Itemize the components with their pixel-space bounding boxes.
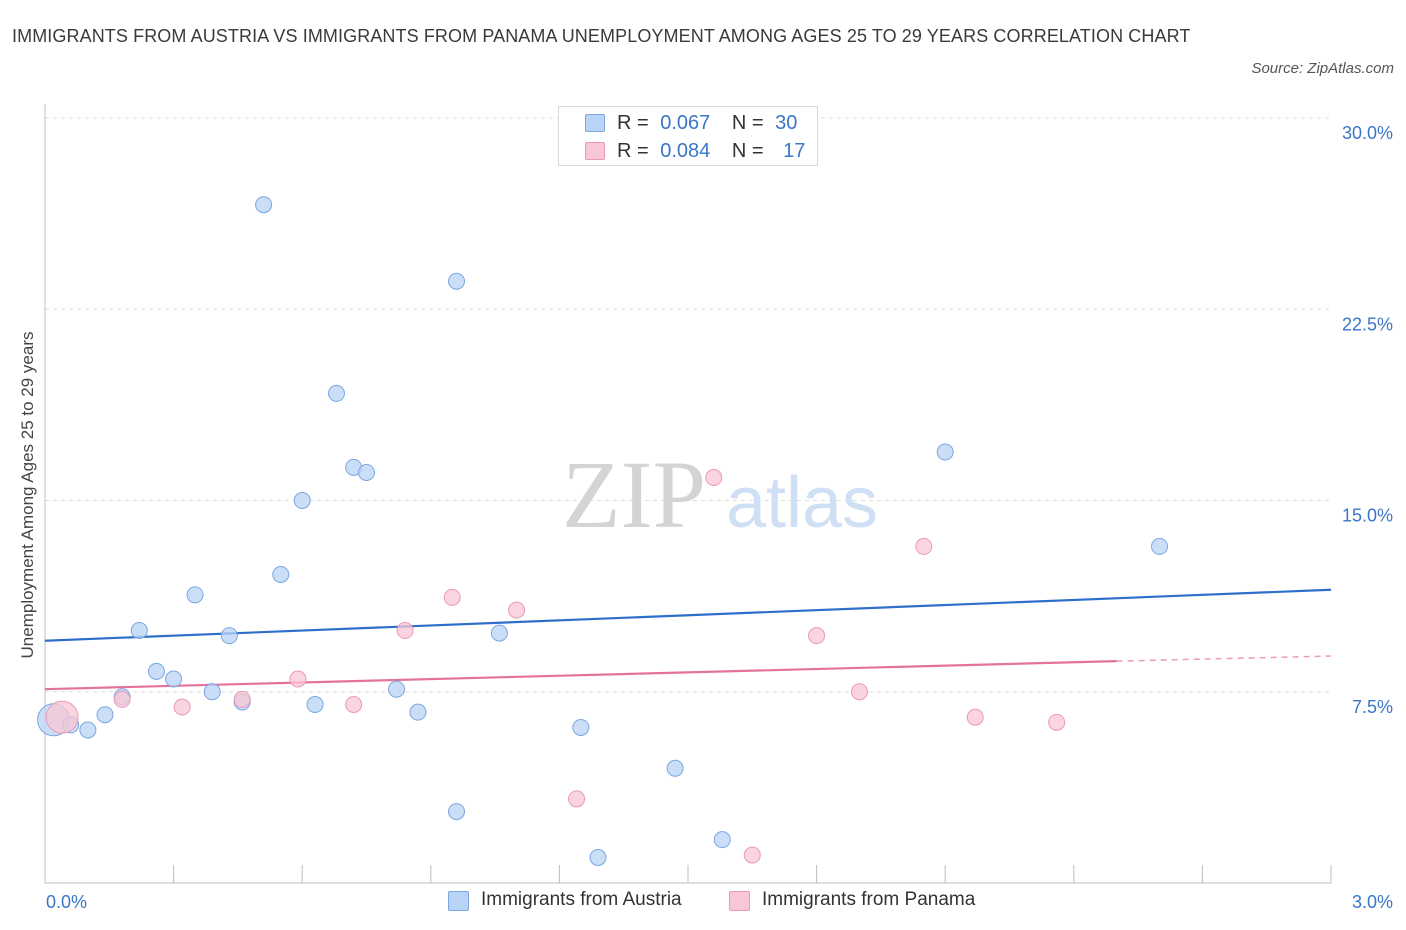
panama-point xyxy=(966,708,984,726)
series-panama-swatch xyxy=(729,891,750,911)
austria-point xyxy=(448,803,466,821)
austria-point xyxy=(572,718,590,736)
panama-swatch xyxy=(585,142,605,160)
austria-n-value: 30 xyxy=(775,112,798,134)
trendline-austria xyxy=(44,588,1332,642)
legend-austria-text: R = 0.067 N = 30 xyxy=(617,112,797,135)
trendline-panama-extension xyxy=(1116,655,1332,662)
watermark-zip: ZIP xyxy=(562,441,706,548)
panama-r-label: R = xyxy=(617,140,649,162)
chart-title: IMMIGRANTS FROM AUSTRIA VS IMMIGRANTS FR… xyxy=(12,26,1191,46)
panama-r-value: 0.084 xyxy=(660,140,711,162)
austria-r-value: 0.067 xyxy=(660,112,711,134)
austria-point xyxy=(448,272,466,290)
austria-point xyxy=(409,703,427,721)
series-austria-label: Immigrants from Austria xyxy=(481,889,682,910)
y-axis-label: Unemployment Among Ages 25 to 29 years xyxy=(18,331,37,659)
austria-point xyxy=(490,624,508,642)
austria-point xyxy=(306,696,324,713)
austria-point xyxy=(255,196,273,214)
watermark-atlas: atlas xyxy=(726,463,878,543)
correlation-legend: R = 0.067 N = 30 R = 0.084 N = 17 xyxy=(558,106,818,166)
legend-panama-text: R = 0.084 N = 17 xyxy=(617,140,805,163)
austria-r-label: R = xyxy=(617,112,649,134)
y-tick-label: 15.0% xyxy=(1342,506,1393,526)
austria-point xyxy=(589,849,607,866)
austria-point xyxy=(388,680,406,698)
trendline-panama xyxy=(44,660,1117,691)
source-label: Source: ZipAtlas.com xyxy=(1251,60,1394,77)
panama-n-label: N = xyxy=(731,140,764,162)
panama-point xyxy=(396,622,414,640)
panama-point xyxy=(508,601,526,619)
panama-point xyxy=(705,469,723,487)
panama-point xyxy=(808,627,826,645)
panama-point xyxy=(45,700,79,734)
y-tick-label: 7.5% xyxy=(1352,697,1393,717)
austria-point xyxy=(186,586,204,604)
x-tick-label: 0.0% xyxy=(46,892,87,912)
panama-point xyxy=(850,683,868,701)
austria-point xyxy=(96,706,114,724)
panama-point xyxy=(568,790,586,808)
austria-point xyxy=(936,443,954,461)
austria-point xyxy=(1151,537,1169,555)
series-austria-swatch xyxy=(448,891,469,911)
austria-point xyxy=(165,670,183,688)
austria-point xyxy=(327,384,345,402)
austria-point xyxy=(130,622,148,640)
x-tick-label: 3.0% xyxy=(1352,892,1393,912)
panama-point xyxy=(289,670,307,688)
austria-point xyxy=(293,492,311,509)
austria-point xyxy=(666,759,684,777)
panama-point xyxy=(345,696,363,713)
austria-point xyxy=(358,463,375,481)
panama-n-value: 17 xyxy=(783,140,806,162)
tick-labels: 7.5% 15.0% 22.5% 30.0% 0.0% 3.0% xyxy=(46,123,1393,912)
austria-point xyxy=(713,831,731,849)
watermark: ZIP atlas xyxy=(562,441,878,548)
y-tick-label: 30.0% xyxy=(1342,123,1393,143)
trendlines xyxy=(44,588,1332,691)
panama-point xyxy=(1048,713,1066,731)
panama-point xyxy=(173,698,191,716)
panama-point xyxy=(443,588,461,606)
panama-point xyxy=(743,846,761,864)
austria-point xyxy=(203,683,221,701)
austria-swatch xyxy=(585,114,605,132)
series-panama-label: Immigrants from Panama xyxy=(762,889,976,910)
panama-point xyxy=(233,690,251,708)
axes xyxy=(44,104,1332,884)
austria-point xyxy=(272,565,290,583)
austria-point xyxy=(147,662,165,680)
data-points xyxy=(37,196,1169,866)
grid-lines xyxy=(45,117,1331,693)
panama-point xyxy=(113,690,131,708)
y-tick-label: 22.5% xyxy=(1342,314,1393,334)
austria-point xyxy=(79,721,97,739)
austria-n-label: N = xyxy=(731,112,764,134)
austria-point xyxy=(220,627,238,645)
panama-point xyxy=(915,537,933,555)
